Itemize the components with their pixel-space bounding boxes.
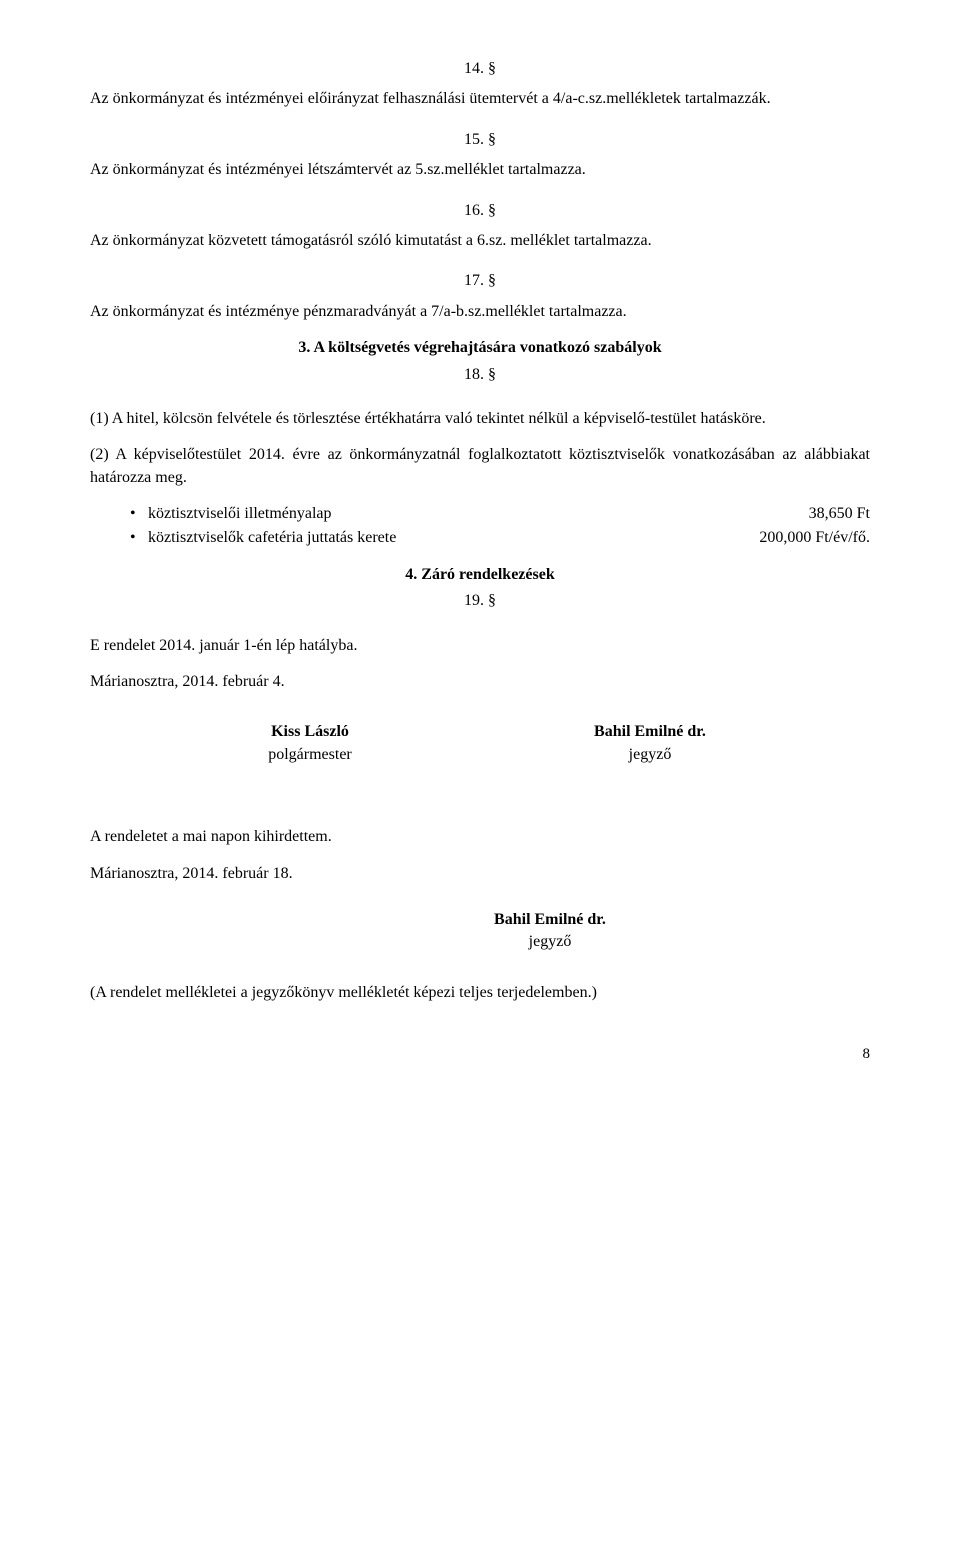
section-19-number: 19. § [90,590,870,612]
signature-notary-2: Bahil Emilné dr. jegyző [420,909,680,954]
bullet-label: köztisztviselők cafetéria juttatás keret… [148,527,747,549]
bullet-value: 38,650 Ft [797,503,870,525]
bullet-item: • köztisztviselői illetményalap 38,650 F… [130,503,870,525]
place-date-2: Márianosztra, 2014. február 18. [90,863,870,885]
signature-notary: Bahil Emilné dr. jegyző [550,721,750,766]
paragraph-1: (1) A hitel, kölcsön felvétele és törles… [90,408,870,430]
section-14-text: Az önkormányzat és intézményei előirányz… [90,88,870,110]
paragraph-2: (2) A képviselőtestület 2014. évre az ön… [90,444,870,489]
section-17-text: Az önkormányzat és intézménye pénzmaradv… [90,301,870,323]
section-15-text: Az önkormányzat és intézményei létszámte… [90,159,870,181]
heading-3-title: 3. A költségvetés végrehajtására vonatko… [90,337,870,359]
section-16-text: Az önkormányzat közvetett támogatásról s… [90,230,870,252]
signature-mayor: Kiss László polgármester [210,721,410,766]
signature-role: jegyző [420,931,680,953]
heading-4-title: 4. Záró rendelkezések [90,564,870,586]
signature-row: Kiss László polgármester Bahil Emilné dr… [210,721,750,766]
promulgation-text: A rendeletet a mai napon kihirdettem. [90,826,870,848]
section-18-number: 18. § [90,364,870,386]
section-15-number: 15. § [90,129,870,151]
section-14-number: 14. § [90,58,870,80]
signature-role: jegyző [550,744,750,766]
bullet-value: 200,000 Ft/év/fő. [747,527,870,549]
signature-name: Kiss László [210,721,410,743]
signature-name: Bahil Emilné dr. [550,721,750,743]
bullet-glyph: • [130,527,148,549]
signature-role: polgármester [210,744,410,766]
effective-date-text: E rendelet 2014. január 1-én lép hatályb… [90,635,870,657]
bullet-list: • köztisztviselői illetményalap 38,650 F… [90,503,870,550]
bullet-item: • köztisztviselők cafetéria juttatás ker… [130,527,870,549]
section-16-number: 16. § [90,200,870,222]
page-number: 8 [90,1044,870,1065]
bullet-glyph: • [130,503,148,525]
section-17-number: 17. § [90,270,870,292]
place-date: Márianosztra, 2014. február 4. [90,671,870,693]
bullet-label: köztisztviselői illetményalap [148,503,797,525]
appendix-note: (A rendelet mellékletei a jegyzőkönyv me… [90,982,870,1004]
signature-name: Bahil Emilné dr. [420,909,680,931]
